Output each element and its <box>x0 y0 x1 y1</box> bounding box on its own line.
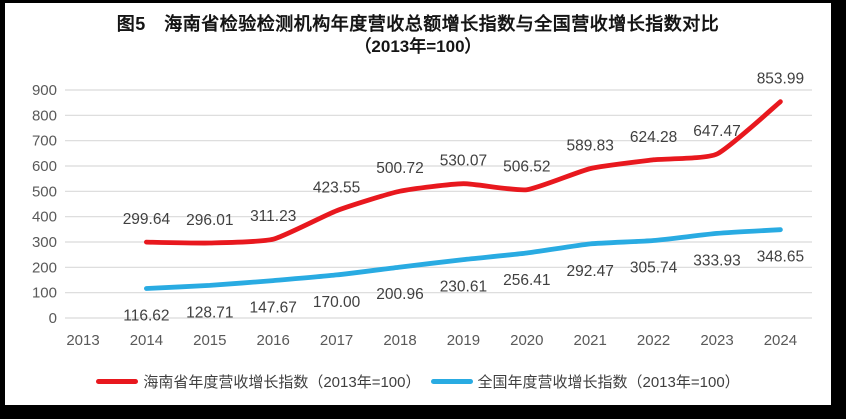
x-axis-label-2016: 2016 <box>257 332 290 349</box>
y-tick-label-600: 600 <box>32 158 57 175</box>
hainan-data-label-2015: 296.01 <box>186 212 233 229</box>
x-axis-label-2019: 2019 <box>447 332 480 349</box>
national-data-label-2023: 333.93 <box>693 252 740 269</box>
national-data-label-2015: 128.71 <box>186 304 233 321</box>
legend-label-national: 全国年度营收增长指数（2013年=100） <box>477 373 740 391</box>
y-tick-label-700: 700 <box>32 133 57 150</box>
hainan-data-label-2024: 853.99 <box>757 71 804 88</box>
x-axis-label-2015: 2015 <box>193 332 226 349</box>
national-data-label-2016: 147.67 <box>249 300 296 317</box>
national-data-label-2018: 200.96 <box>376 286 423 303</box>
x-axis-label-2013: 2013 <box>66 332 99 349</box>
hainan-data-label-2018: 500.72 <box>376 160 423 177</box>
national-data-label-2014: 116.62 <box>123 308 169 325</box>
chart-background <box>5 3 831 405</box>
y-tick-label-100: 100 <box>32 285 57 302</box>
legend-item-hainan: 海南省年度营收增长指数（2013年=100） <box>96 371 421 392</box>
x-axis-label-2024: 2024 <box>764 332 797 349</box>
hainan-data-label-2022: 624.28 <box>630 129 677 146</box>
chart-title: 图5 海南省检验检测机构年度营收总额增长指数与全国营收增长指数对比 （2013年… <box>5 12 831 58</box>
national-line-swatch <box>430 378 473 384</box>
legend-label-hainan: 海南省年度营收增长指数（2013年=100） <box>143 373 421 391</box>
national-data-label-2019: 230.61 <box>440 279 487 296</box>
y-tick-label-900: 900 <box>32 82 57 99</box>
hainan-data-label-2021: 589.83 <box>566 138 613 155</box>
x-axis-label-2018: 2018 <box>383 332 416 349</box>
y-tick-label-500: 500 <box>32 183 57 200</box>
chart-legend: 海南省年度营收增长指数（2013年=100） 全国年度营收增长指数（2013年=… <box>5 371 831 391</box>
chart-title-line1: 图5 海南省检验检测机构年度营收总额增长指数与全国营收增长指数对比 <box>116 14 720 34</box>
x-axis-label-2020: 2020 <box>510 332 543 349</box>
hainan-data-label-2023: 647.47 <box>693 123 740 140</box>
y-tick-label-400: 400 <box>32 209 57 226</box>
national-data-label-2024: 348.65 <box>757 249 804 266</box>
y-tick-label-800: 800 <box>32 107 57 124</box>
hainan-data-label-2020: 506.52 <box>503 159 550 176</box>
x-axis-label-2022: 2022 <box>637 332 670 349</box>
national-series-line <box>144 227 783 291</box>
x-axis-label-2021: 2021 <box>574 332 607 349</box>
national-data-label-2017: 170.00 <box>313 294 361 311</box>
national-data-label-2021: 292.47 <box>566 263 613 280</box>
chart-title-line2: （2013年=100） <box>354 37 482 56</box>
y-tick-label-300: 300 <box>32 234 57 251</box>
y-tick-label-200: 200 <box>32 259 57 276</box>
hainan-data-label-2014: 299.64 <box>123 211 171 228</box>
national-data-label-2022: 305.74 <box>630 260 678 277</box>
national-data-label-2020: 256.41 <box>503 272 550 289</box>
x-axis-label-2017: 2017 <box>320 332 353 349</box>
hainan-line-swatch <box>96 378 139 384</box>
hainan-data-label-2017: 423.55 <box>313 180 360 197</box>
hainan-series-line <box>144 99 783 246</box>
y-tick-label-0: 0 <box>49 310 57 327</box>
hainan-data-label-2019: 530.07 <box>440 153 487 170</box>
x-axis-label-2023: 2023 <box>700 332 733 349</box>
hainan-data-label-2016: 311.23 <box>250 208 296 225</box>
x-axis-label-2014: 2014 <box>130 332 163 349</box>
legend-item-national: 全国年度营收增长指数（2013年=100） <box>430 371 740 392</box>
